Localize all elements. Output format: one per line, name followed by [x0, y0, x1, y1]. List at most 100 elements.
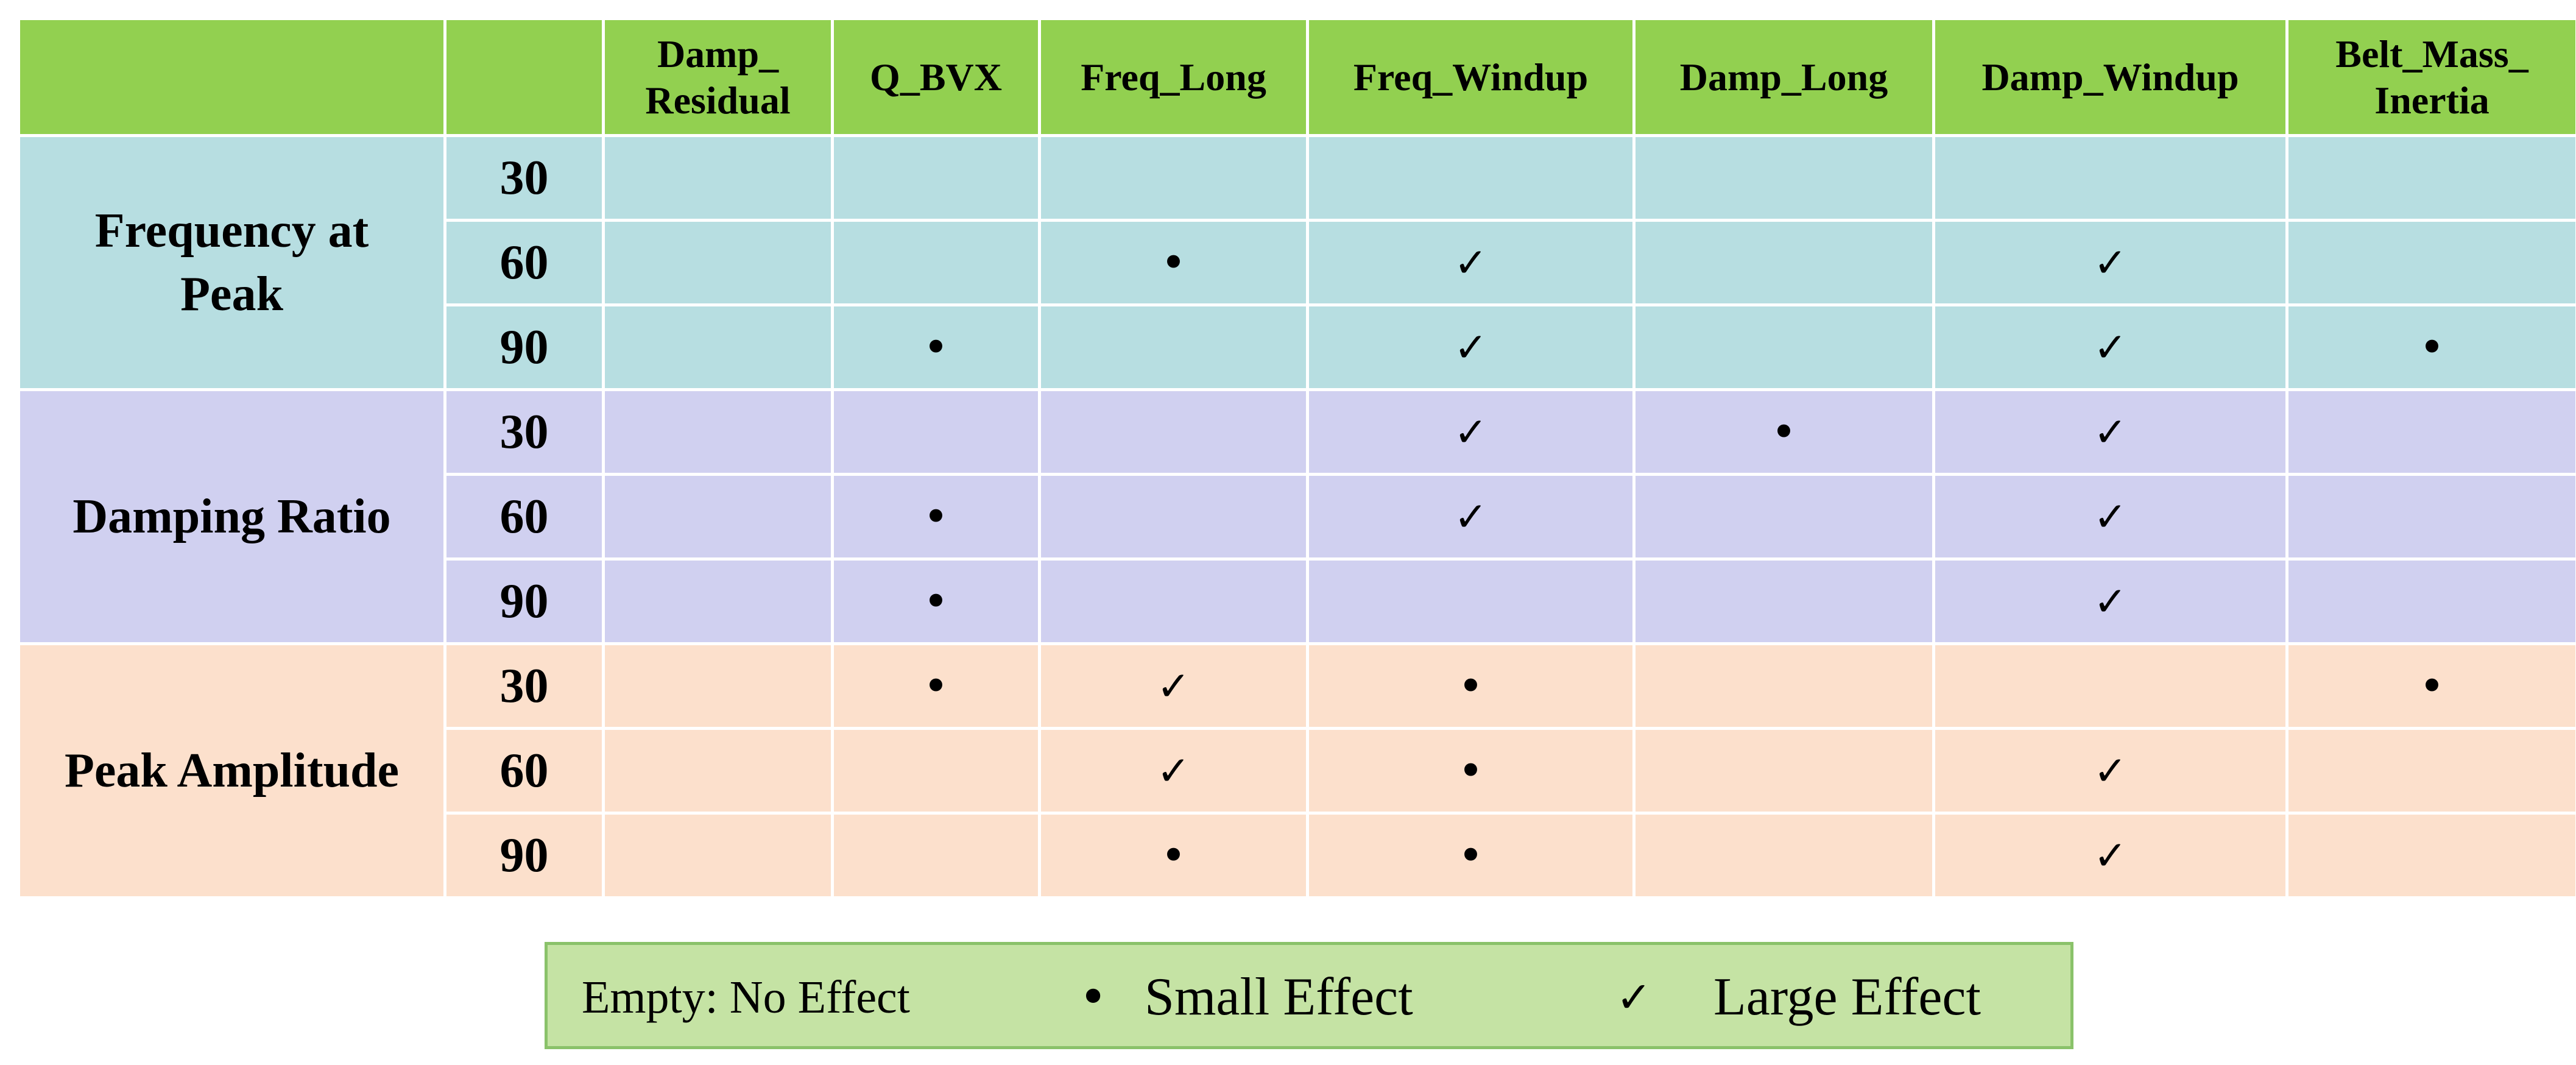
speed-label: 90: [443, 812, 605, 899]
cell-damp-long: [1632, 219, 1935, 306]
cell-damp-windup: [1932, 134, 2288, 222]
cell-damp-windup: ✓: [1932, 473, 2288, 561]
small-effect-dot-icon: •: [1458, 830, 1484, 881]
cell-freq-windup: •: [1306, 642, 1636, 730]
large-effect-check-icon: ✓: [1453, 324, 1488, 371]
cell-freq-long: [1038, 473, 1309, 561]
large-effect-check-icon: ✓: [2093, 832, 2128, 879]
small-effect-dot-icon: •: [1458, 660, 1484, 712]
cell-damp-residual: [602, 727, 834, 815]
table-row: Damping Ratio 30 ✓ • ✓: [17, 388, 2576, 645]
cell-damp-residual: [602, 557, 834, 645]
large-effect-check-icon: ✓: [1156, 747, 1191, 794]
cell-damp-long: [1632, 812, 1935, 899]
cell-freq-windup: •: [1306, 812, 1636, 899]
cell-damp-residual: [602, 388, 834, 476]
header-damp-long: Damp_Long: [1632, 17, 1935, 137]
large-effect-check-icon: ✓: [1453, 493, 1488, 540]
large-effect-check-icon: ✓: [2093, 239, 2128, 286]
large-effect-check-icon: ✓: [2093, 578, 2128, 625]
table-row: 60 • ✓ ✓: [19, 219, 2576, 306]
small-effect-dot-icon: •: [923, 322, 949, 373]
header-damp-residual-line1: Damp_: [657, 32, 779, 76]
cell-damp-windup: ✓: [1932, 303, 2288, 391]
legend-small-label: Small Effect: [1145, 968, 1413, 1027]
effects-table: Damp_ Residual Q_BVX Freq_Long Freq_Wind…: [17, 17, 2576, 899]
header-belt-line1: Belt_Mass_: [2335, 32, 2528, 76]
cell-belt-mass-inertia: [2285, 134, 2576, 222]
speed-label: 60: [443, 473, 605, 561]
small-effect-dot-icon: •: [2419, 322, 2445, 373]
cell-belt-mass-inertia: [2285, 727, 2576, 815]
large-effect-check-icon: ✓: [1453, 408, 1488, 456]
cell-damp-long: [1632, 557, 1935, 645]
legend-large-label: Large Effect: [1713, 968, 1981, 1027]
cell-freq-long: [1038, 134, 1309, 222]
cell-damp-windup: ✓: [1932, 557, 2288, 645]
cell-freq-windup: ✓: [1306, 303, 1636, 391]
header-freq-long: Freq_Long: [1038, 17, 1309, 137]
small-effect-dot-icon: •: [1160, 237, 1187, 288]
small-effect-dot-icon: •: [923, 576, 949, 627]
speed-label: 90: [443, 303, 605, 391]
cell-damp-windup: ✓: [1932, 812, 2288, 899]
cell-q-bvx: [831, 388, 1041, 476]
cell-q-bvx: •: [831, 642, 1041, 730]
cell-freq-long: [1038, 303, 1309, 391]
cell-freq-long: [1038, 557, 1309, 645]
cell-freq-long: ✓: [1038, 642, 1309, 730]
cell-freq-windup: [1306, 557, 1636, 645]
cell-belt-mass-inertia: [2285, 557, 2576, 645]
speed-label: 90: [443, 557, 605, 645]
speed-label: 30: [443, 134, 605, 222]
large-effect-check-icon: ✓: [2093, 324, 2128, 371]
cell-belt-mass-inertia: [2285, 388, 2576, 476]
group-label: Frequency at Peak: [17, 134, 446, 391]
cell-damp-long: [1632, 642, 1935, 730]
cell-damp-windup: ✓: [1932, 219, 2288, 306]
speed-label: 30: [443, 642, 605, 730]
small-effect-dot-icon: •: [1079, 969, 1108, 1025]
cell-damp-residual: [602, 473, 834, 561]
cell-freq-windup: ✓: [1306, 219, 1636, 306]
speed-label: 30: [443, 388, 605, 476]
table-row: 90 • ✓ ✓ •: [19, 303, 2576, 391]
large-effect-check-icon: ✓: [1156, 662, 1191, 710]
large-effect-check-icon: ✓: [1453, 239, 1488, 286]
large-effect-check-icon: ✓: [2093, 493, 2128, 540]
header-damp-residual: Damp_ Residual: [602, 17, 834, 137]
cell-damp-windup: [1932, 642, 2288, 730]
header-row: Damp_ Residual Q_BVX Freq_Long Freq_Wind…: [17, 17, 2576, 137]
header-freq-windup: Freq_Windup: [1306, 17, 1636, 137]
header-damp-residual-line2: Residual: [645, 78, 791, 122]
cell-damp-long: [1632, 303, 1935, 391]
cell-q-bvx: •: [831, 303, 1041, 391]
table-row: Frequency at Peak 30: [17, 134, 2576, 391]
cell-damp-residual: [602, 134, 834, 222]
legend-empty-label: Empty: No Effect: [582, 972, 910, 1023]
cell-belt-mass-inertia: [2285, 219, 2576, 306]
cell-damp-long: •: [1632, 388, 1935, 476]
cell-damp-windup: ✓: [1932, 388, 2288, 476]
cell-damp-residual: [602, 812, 834, 899]
cell-damp-windup: ✓: [1932, 727, 2288, 815]
cell-q-bvx: [831, 134, 1041, 222]
cell-freq-long: •: [1038, 219, 1309, 306]
table-row: Peak Amplitude 30 • ✓ • •: [17, 642, 2576, 899]
header-belt-mass-inertia: Belt_Mass_ Inertia: [2285, 17, 2576, 137]
small-effect-dot-icon: •: [1771, 406, 1797, 458]
cell-q-bvx: •: [831, 473, 1041, 561]
small-effect-dot-icon: •: [923, 491, 949, 542]
cell-damp-long: [1632, 473, 1935, 561]
table-row: 60 ✓ • ✓: [19, 727, 2576, 815]
speed-label: 60: [443, 219, 605, 306]
cell-damp-residual: [602, 642, 834, 730]
header-empty-1: [17, 17, 446, 137]
cell-damp-residual: [602, 219, 834, 306]
cell-freq-long: •: [1038, 812, 1309, 899]
header-q-bvx: Q_BVX: [831, 17, 1041, 137]
cell-q-bvx: [831, 727, 1041, 815]
header-damp-windup: Damp_Windup: [1932, 17, 2288, 137]
large-effect-check-icon: ✓: [2093, 747, 2128, 794]
legend: Empty: No Effect • Small Effect ✓ Large …: [545, 942, 2073, 1049]
